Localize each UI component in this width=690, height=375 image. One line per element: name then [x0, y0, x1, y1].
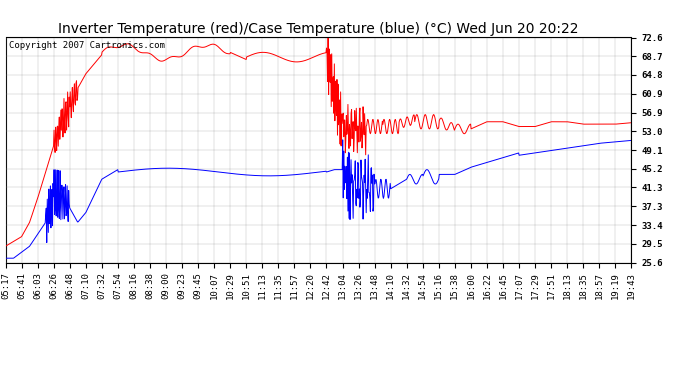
Title: Inverter Temperature (red)/Case Temperature (blue) (°C) Wed Jun 20 20:22: Inverter Temperature (red)/Case Temperat… [58, 22, 579, 36]
Text: Copyright 2007 Cartronics.com: Copyright 2007 Cartronics.com [9, 41, 164, 50]
